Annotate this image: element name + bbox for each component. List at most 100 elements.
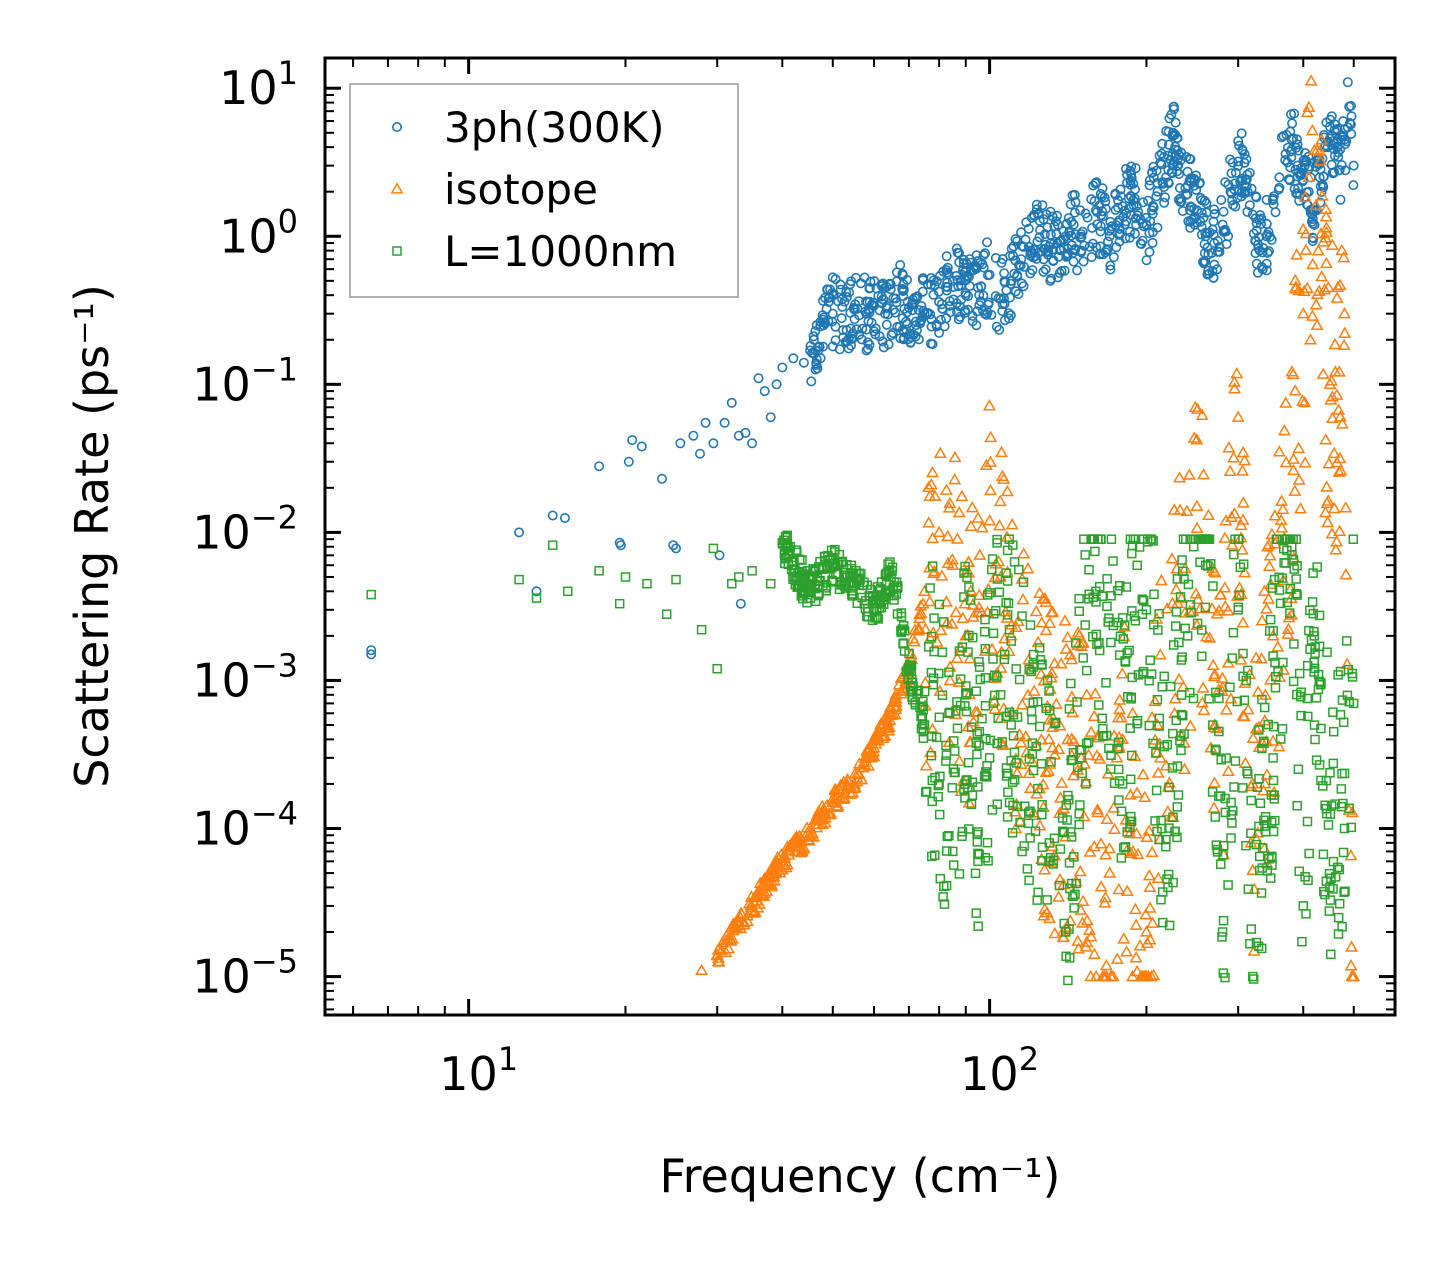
data-point-l-1000nm <box>967 790 978 800</box>
data-point-3ph-300k- <box>1033 208 1044 219</box>
data-point-l-1000nm <box>1255 798 1266 808</box>
data-point-l-1000nm <box>1254 851 1265 862</box>
data-point-l-1000nm <box>1003 787 1013 797</box>
data-point-isotope <box>1264 673 1277 685</box>
data-point-isotope <box>1182 468 1196 480</box>
data-point-l-1000nm <box>961 775 971 786</box>
data-point-isotope <box>943 496 957 509</box>
data-point-3ph-300k- <box>1281 129 1292 140</box>
data-point-l-1000nm <box>1064 794 1074 805</box>
data-point-3ph-300k- <box>1110 205 1121 216</box>
data-point-3ph-300k- <box>916 300 927 311</box>
data-point-l-1000nm <box>1301 909 1311 919</box>
data-point-3ph-300k- <box>1189 213 1200 224</box>
data-point-l-1000nm <box>1243 884 1254 894</box>
data-point-3ph-300k- <box>823 296 834 307</box>
data-point-l-1000nm <box>1170 621 1181 631</box>
data-point-isotope <box>922 516 936 528</box>
data-point-l-1000nm <box>1094 645 1105 656</box>
data-point-l-1000nm <box>957 826 968 837</box>
data-point-l-1000nm <box>971 686 982 696</box>
data-point-isotope <box>1117 932 1131 944</box>
data-point-3ph-300k- <box>1230 178 1241 189</box>
data-point-3ph-300k- <box>1061 249 1072 260</box>
data-point-isotope <box>1143 901 1157 913</box>
data-point-3ph-300k- <box>1004 292 1015 303</box>
data-point-isotope <box>935 569 949 581</box>
data-point-3ph-300k- <box>1218 225 1229 236</box>
data-point-3ph-300k- <box>821 303 832 314</box>
data-point-3ph-300k- <box>1025 268 1036 279</box>
data-point-l-1000nm <box>910 699 921 710</box>
data-point-l-1000nm <box>1007 777 1018 787</box>
data-point-3ph-300k- <box>1284 175 1295 186</box>
data-point-isotope <box>1222 441 1236 453</box>
data-point-3ph-300k- <box>955 280 966 291</box>
data-point-isotope <box>1281 627 1295 639</box>
data-point-3ph-300k- <box>900 316 911 327</box>
data-point-l-1000nm <box>827 575 837 586</box>
data-point-l-1000nm <box>1034 721 1045 732</box>
data-point-l-1000nm <box>1164 823 1174 833</box>
data-point-isotope <box>1302 100 1316 112</box>
data-point-l-1000nm <box>1125 774 1136 785</box>
data-point-l-1000nm <box>1256 943 1267 954</box>
data-point-isotope <box>1321 515 1335 528</box>
data-point-l-1000nm <box>1054 880 1065 891</box>
data-point-isotope <box>973 548 987 560</box>
data-point-3ph-300k- <box>1163 177 1174 188</box>
data-point-l-1000nm <box>960 701 970 711</box>
data-point-3ph-300k- <box>735 598 746 609</box>
data-point-3ph-300k- <box>559 512 570 523</box>
data-point-l-1000nm <box>973 782 983 792</box>
data-point-l-1000nm <box>1256 888 1267 898</box>
data-point-isotope <box>1310 318 1324 331</box>
data-point-l-1000nm <box>1034 643 1045 653</box>
data-point-l-1000nm <box>1042 895 1052 905</box>
data-point-l-1000nm <box>974 662 985 672</box>
data-point-isotope <box>1298 395 1312 408</box>
data-point-isotope <box>1279 396 1293 408</box>
data-point-3ph-300k- <box>1335 194 1346 205</box>
data-point-3ph-300k- <box>845 307 856 318</box>
data-point-l-1000nm <box>939 899 950 909</box>
data-point-3ph-300k- <box>656 473 667 484</box>
data-point-l-1000nm <box>1074 819 1084 830</box>
data-point-isotope <box>1143 933 1157 945</box>
data-point-3ph-300k- <box>1017 241 1028 252</box>
data-point-isotope <box>1234 653 1248 665</box>
data-point-3ph-300k- <box>1167 160 1178 171</box>
data-point-3ph-300k- <box>1084 241 1095 252</box>
data-point-l-1000nm <box>1218 915 1229 926</box>
data-point-isotope <box>889 699 903 711</box>
data-point-isotope <box>984 430 998 443</box>
data-point-l-1000nm <box>979 626 990 637</box>
data-point-isotope <box>1330 291 1344 303</box>
data-point-l-1000nm <box>1137 609 1148 619</box>
data-point-l-1000nm <box>1246 828 1256 839</box>
data-point-l-1000nm <box>1177 555 1187 565</box>
data-point-l-1000nm <box>1001 568 1011 578</box>
data-point-l-1000nm <box>1172 574 1183 584</box>
data-point-l-1000nm <box>1239 695 1250 705</box>
data-point-l-1000nm <box>972 728 982 739</box>
data-point-isotope <box>1241 702 1255 715</box>
data-point-3ph-300k- <box>1038 266 1049 277</box>
data-point-l-1000nm <box>817 563 827 573</box>
data-point-3ph-300k- <box>841 286 852 297</box>
data-point-3ph-300k- <box>978 290 989 301</box>
data-point-l-1000nm <box>941 740 951 751</box>
data-point-3ph-300k- <box>1091 177 1102 188</box>
data-point-l-1000nm <box>1325 895 1336 905</box>
data-point-3ph-300k- <box>1010 286 1021 297</box>
data-point-l-1000nm <box>992 538 1002 548</box>
data-point-isotope <box>963 651 977 664</box>
data-point-isotope <box>1100 812 1114 824</box>
data-point-3ph-300k- <box>994 324 1005 335</box>
data-point-3ph-300k- <box>823 315 834 326</box>
data-point-isotope <box>1190 499 1204 511</box>
legend-entry: L=1000nm <box>392 227 677 276</box>
data-point-l-1000nm <box>945 707 955 718</box>
data-point-3ph-300k- <box>1144 228 1155 239</box>
data-point-isotope <box>1022 766 1036 779</box>
